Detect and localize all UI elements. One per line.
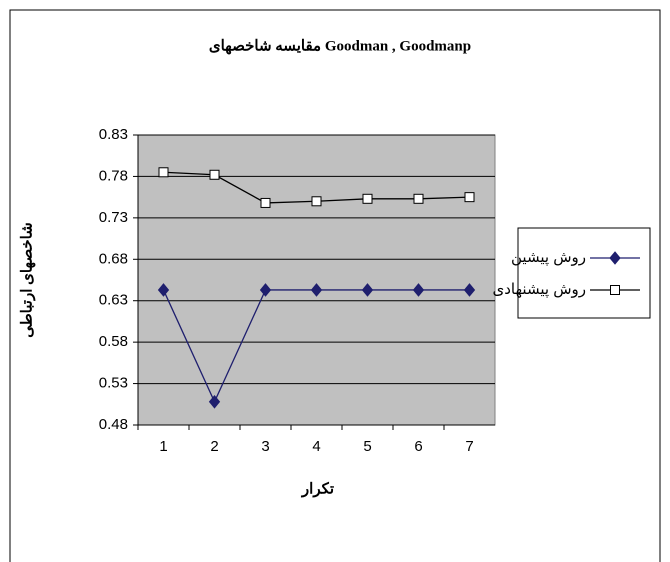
y-tick-label: 0.83 bbox=[99, 126, 128, 143]
y-tick-label: 0.73 bbox=[99, 209, 128, 226]
x-tick-label: 7 bbox=[465, 438, 473, 455]
marker bbox=[259, 283, 272, 297]
marker bbox=[413, 193, 424, 204]
plot-area bbox=[137, 134, 496, 426]
legend-box bbox=[517, 227, 651, 319]
chart-title: مقایسه شاخصهای Goodman , Goodmanp bbox=[209, 38, 471, 54]
marker bbox=[464, 192, 475, 203]
marker bbox=[463, 283, 476, 297]
legend-label: روش پیشنهادی bbox=[493, 281, 586, 299]
x-tick-label: 1 bbox=[159, 438, 167, 455]
marker bbox=[310, 283, 323, 297]
y-tick-label: 0.78 bbox=[99, 167, 128, 184]
marker bbox=[208, 395, 221, 409]
y-axis-label: شاخصهای ارتباطی bbox=[19, 222, 35, 338]
x-tick-label: 6 bbox=[414, 438, 422, 455]
x-tick-label: 5 bbox=[363, 438, 371, 455]
marker bbox=[362, 193, 373, 204]
marker bbox=[311, 196, 322, 207]
marker bbox=[158, 167, 169, 178]
x-tick-label: 2 bbox=[210, 438, 218, 455]
marker bbox=[412, 283, 425, 297]
marker bbox=[260, 197, 271, 208]
y-tick-label: 0.53 bbox=[99, 375, 128, 392]
x-axis-label: تکرار bbox=[301, 481, 334, 497]
legend-label: روش پیشین bbox=[511, 249, 586, 267]
y-tick-label: 0.63 bbox=[99, 292, 128, 309]
legend-marker bbox=[610, 285, 620, 295]
legend-marker bbox=[609, 251, 621, 265]
marker bbox=[209, 169, 220, 180]
y-tick-label: 0.58 bbox=[99, 333, 128, 350]
x-tick-label: 3 bbox=[261, 438, 269, 455]
marker bbox=[157, 283, 170, 297]
y-tick-label: 0.48 bbox=[99, 416, 128, 433]
x-tick-label: 4 bbox=[312, 438, 320, 455]
y-tick-label: 0.68 bbox=[99, 250, 128, 267]
marker bbox=[361, 283, 374, 297]
